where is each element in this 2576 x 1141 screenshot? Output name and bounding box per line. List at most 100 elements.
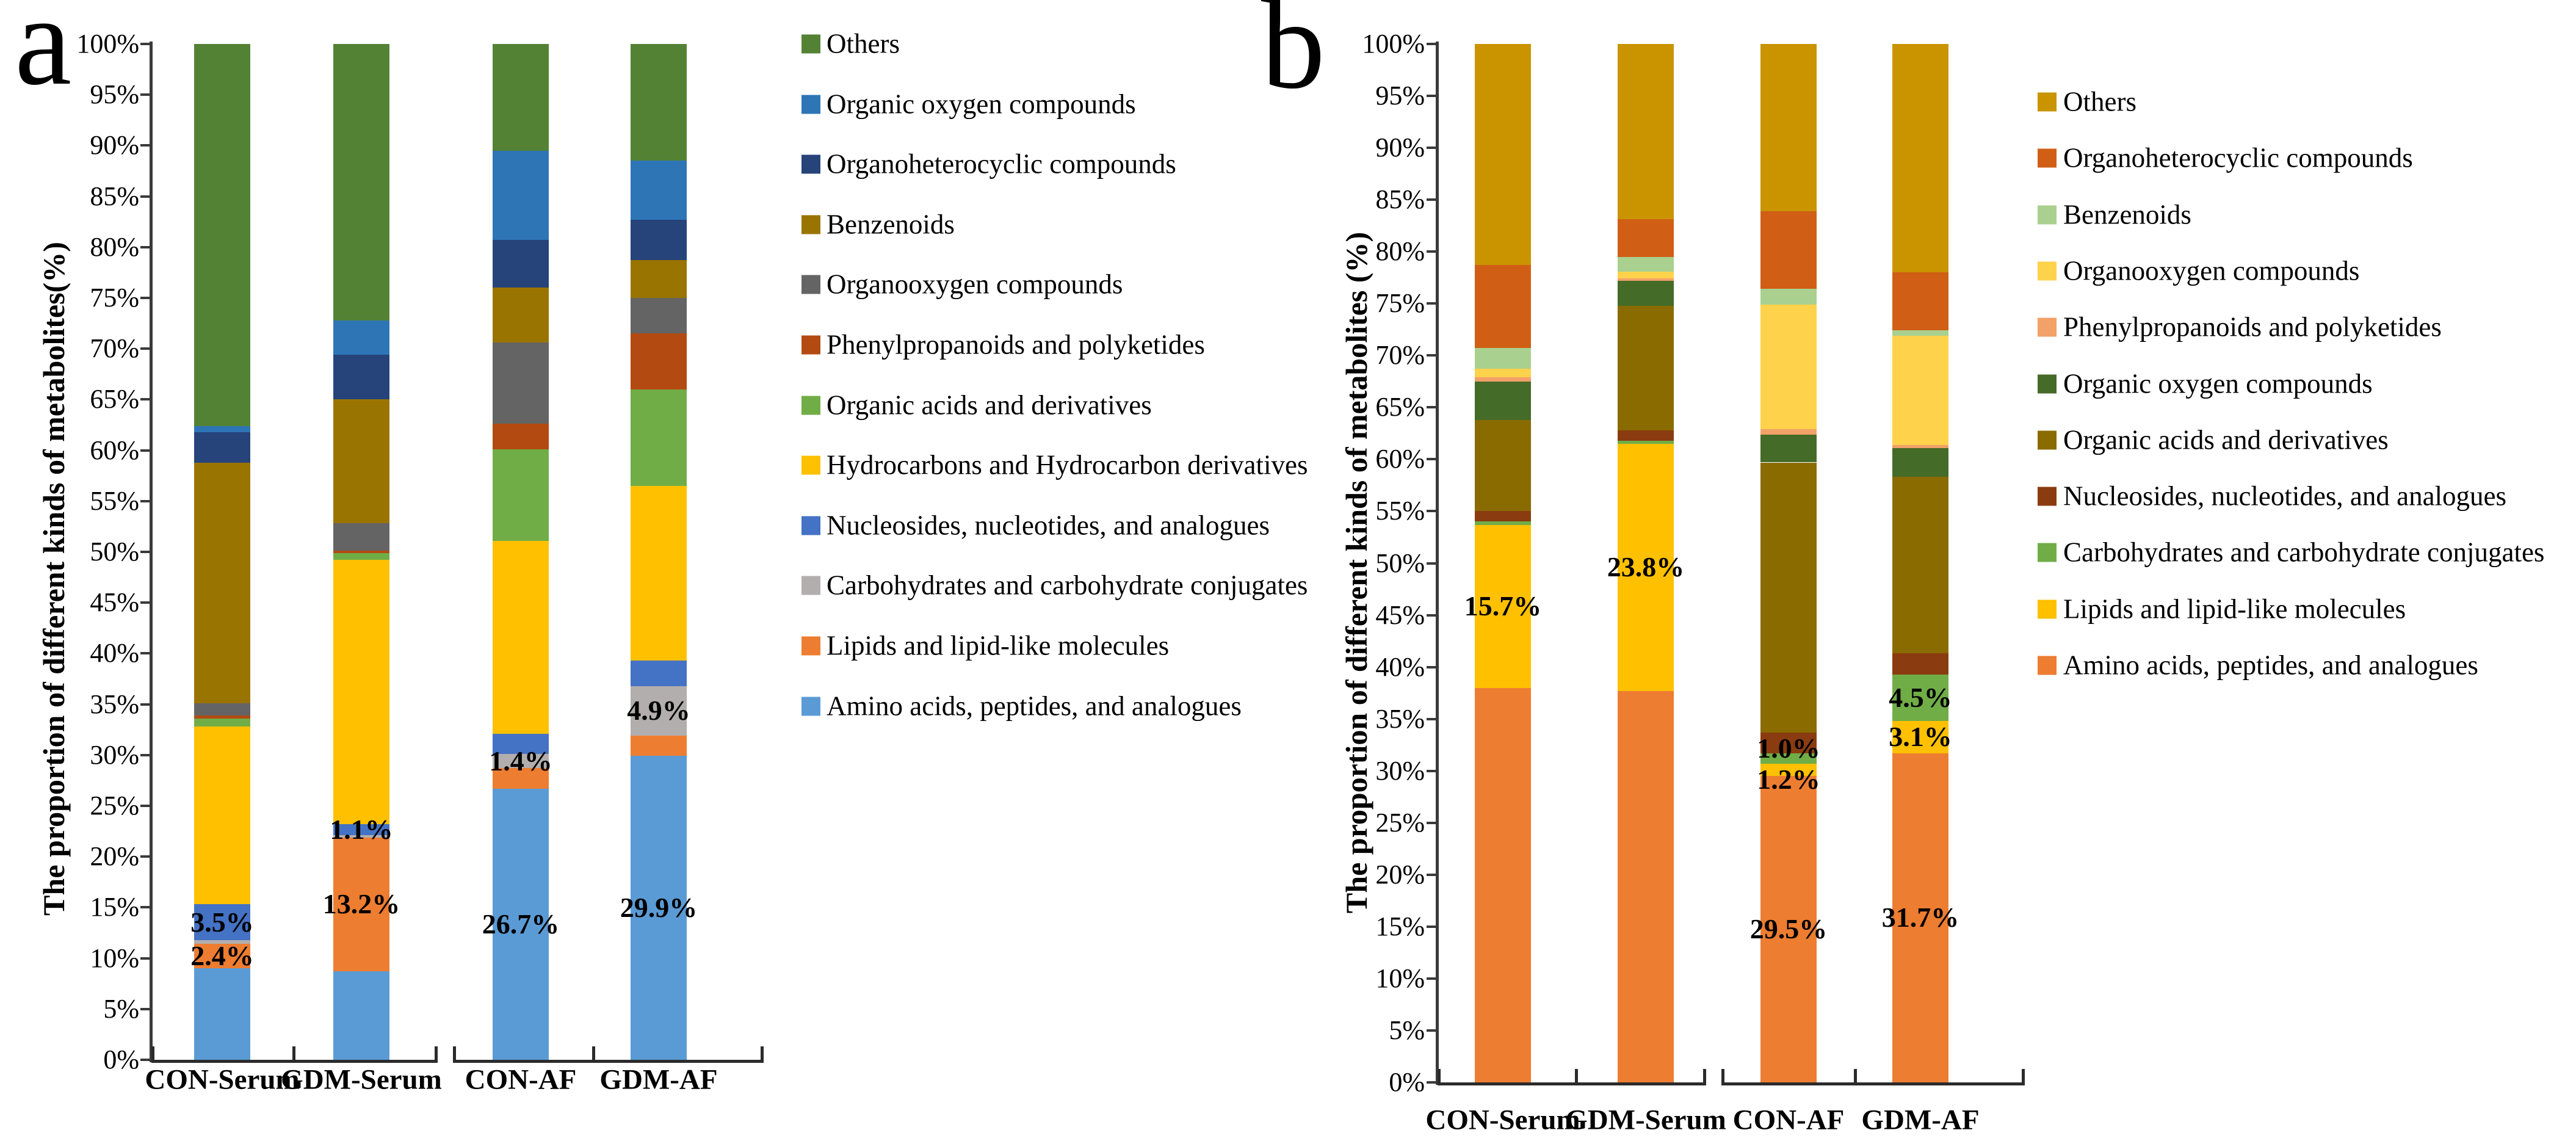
y-tick-mark xyxy=(1427,977,1436,980)
bar-segment-a3-carbohydrates-and-carbohydrate-conjugates xyxy=(493,754,549,769)
bar-value-label: 1.0% xyxy=(1757,733,1820,764)
y-tick-label: 30% xyxy=(90,739,139,770)
legend-label-organic-oxygen-compounds: Organic oxygen compounds xyxy=(827,89,1136,120)
y-tick-label: 80% xyxy=(1375,236,1425,267)
y-axis-line xyxy=(150,42,153,1062)
bar-segment-a2-others xyxy=(333,44,389,321)
bar-segment-a2-organoheterocyclic-compounds xyxy=(333,355,389,400)
bar-segment-a2-amino-acids-peptides-and-analogues xyxy=(333,971,389,1060)
bar-segment-b4-organic-acids-and-derivatives xyxy=(1892,477,1948,654)
bar-segment-a2-phenylpropanoids-and-polyketides xyxy=(333,551,389,553)
y-tick-label: 90% xyxy=(90,130,139,161)
y-tick-mark xyxy=(1427,302,1436,305)
y-tick-mark xyxy=(1427,562,1436,565)
bar-segment-a2-hydrocarbons-and-hydrocarbon-derivatives xyxy=(333,560,389,824)
bar-value-label: 1.2% xyxy=(1757,763,1820,795)
bar-segment-a2-organic-oxygen-compounds xyxy=(333,320,389,355)
bar-segment-b4-lipids-and-lipid-like-molecules xyxy=(1892,721,1948,753)
y-tick-mark xyxy=(1427,458,1436,461)
bar-value-label: 29.5% xyxy=(1749,913,1828,945)
y-tick-label: 40% xyxy=(1375,651,1425,682)
y-tick-mark xyxy=(140,1007,150,1010)
y-tick-mark xyxy=(140,449,150,452)
y-tick-mark xyxy=(140,855,150,858)
x-category-label-gdm-serum: GDM-Serum xyxy=(1565,1104,1726,1136)
y-tick-mark xyxy=(1427,510,1436,513)
y-tick-mark xyxy=(140,957,150,960)
bar-segment-b1-organic-acids-and-derivatives xyxy=(1475,419,1531,512)
bar-segment-b1-benzenoids xyxy=(1475,348,1531,369)
bar-segment-a1-organoheterocyclic-compounds xyxy=(194,432,250,463)
bar-value-label: 29.9% xyxy=(620,892,698,924)
y-tick-label: 100% xyxy=(1362,29,1425,59)
x-category-label-gdm-serum: GDM-Serum xyxy=(281,1063,442,1096)
y-tick-mark xyxy=(1427,147,1436,150)
legend-label-amino-acids-peptides-and-analogues: Amino acids, peptides, and analogues xyxy=(827,690,1242,722)
bar-segment-a1-hydrocarbons-and-hydrocarbon-derivatives xyxy=(194,726,250,905)
bar-segment-b3-lipids-and-lipid-like-molecules xyxy=(1760,763,1817,777)
bar-segment-a4-nucleosides-nucleotides-and-analogues xyxy=(631,661,687,686)
bar-segment-a1-nucleosides-nucleotides-and-analogues xyxy=(194,904,250,940)
y-tick-label: 10% xyxy=(90,943,139,973)
legend-swatch-benzenoids xyxy=(2038,205,2057,225)
bar-value-label: 2.4% xyxy=(190,940,254,972)
legend-label-organic-oxygen-compounds: Organic oxygen compounds xyxy=(2063,368,2373,399)
legend-swatch-organoheterocyclic-compounds xyxy=(2038,148,2057,168)
bar-segment-a2-organic-acids-and-derivatives xyxy=(333,552,389,560)
bar-segment-a3-benzenoids xyxy=(493,288,549,343)
category-axis-line xyxy=(1721,1082,2022,1085)
y-tick-mark xyxy=(140,195,150,198)
bar-segment-a1-organic-oxygen-compounds xyxy=(194,426,250,432)
y-tick-mark xyxy=(140,347,150,350)
bar-segment-a2-organooxygen-compounds xyxy=(333,523,389,551)
y-tick-mark xyxy=(140,652,150,655)
legend-label-amino-acids-peptides-and-analogues: Amino acids, peptides, and analogues xyxy=(2063,650,2478,681)
x-category-label-gdm-af: GDM-AF xyxy=(599,1063,718,1096)
legend-label-phenylpropanoids-and-polyketides: Phenylpropanoids and polyketides xyxy=(827,329,1205,360)
y-tick-mark xyxy=(1427,665,1436,668)
y-tick-mark xyxy=(140,43,150,45)
bar-segment-b3-nucleosides-nucleotides-and-analogues xyxy=(1760,732,1817,753)
legend-label-carbohydrates-and-carbohydrate-conjugates: Carbohydrates and carbohydrate conjugate… xyxy=(2063,537,2545,568)
category-axis-tick xyxy=(1721,1069,1724,1085)
bar-segment-a1-organic-acids-and-derivatives xyxy=(194,718,250,727)
category-axis-tick xyxy=(1575,1069,1578,1085)
bar-value-label: 1.1% xyxy=(330,814,393,846)
bar-value-label: 3.5% xyxy=(190,906,254,938)
bar-segment-b1-others xyxy=(1475,44,1531,266)
bar-segment-b3-organic-oxygen-compounds xyxy=(1760,434,1817,463)
y-tick-mark xyxy=(140,1059,150,1061)
y-tick-label: 55% xyxy=(90,485,139,516)
legend-label-others: Others xyxy=(827,28,900,59)
bar-segment-b4-organooxygen-compounds xyxy=(1892,335,1948,445)
bar-segment-a2-benzenoids xyxy=(333,399,389,524)
legend-swatch-organoheterocyclic-compounds xyxy=(801,154,820,174)
bar-segment-a3-phenylpropanoids-and-polyketides xyxy=(493,424,549,449)
bar-segment-a4-organic-acids-and-derivatives xyxy=(631,389,687,486)
bar-segment-b4-benzenoids xyxy=(1892,330,1948,336)
y-tick-label: 100% xyxy=(76,29,139,59)
bar-segment-b4-carbohydrates-and-carbohydrate-conjugates xyxy=(1892,674,1948,722)
legend-label-organic-acids-and-derivatives: Organic acids and derivatives xyxy=(2063,424,2389,455)
bar-segment-b2-nucleosides-nucleotides-and-analogues xyxy=(1618,430,1674,441)
y-tick-mark xyxy=(1427,1029,1436,1032)
legend-swatch-phenylpropanoids-and-polyketides xyxy=(2038,317,2057,337)
y-tick-mark xyxy=(140,703,150,706)
legend-swatch-others xyxy=(801,34,820,54)
bar-segment-b2-phenylpropanoids-and-polyketides xyxy=(1618,278,1674,281)
bar-segment-a4-organic-oxygen-compounds xyxy=(631,161,687,220)
bar-segment-b2-carbohydrates-and-carbohydrate-conjugates xyxy=(1618,440,1674,444)
bar-segment-b4-phenylpropanoids-and-polyketides xyxy=(1892,444,1948,448)
bar-segment-b2-organic-acids-and-derivatives xyxy=(1618,305,1674,430)
category-axis-tick xyxy=(151,1046,154,1063)
legend-swatch-carbohydrates-and-carbohydrate-conjugates xyxy=(2038,543,2057,562)
y-tick-label: 10% xyxy=(1375,963,1425,993)
legend-label-carbohydrates-and-carbohydrate-conjugates: Carbohydrates and carbohydrate conjugate… xyxy=(827,570,1308,601)
bar-segment-b3-amino-acids-peptides-and-analogues xyxy=(1760,776,1817,1082)
legend-label-nucleosides-nucleotides-and-analogues: Nucleosides, nucleotides, and analogues xyxy=(2063,480,2507,512)
legend-swatch-organooxygen-compounds xyxy=(2038,261,2057,281)
bar-segment-a4-organooxygen-compounds xyxy=(631,298,687,334)
legend-swatch-amino-acids-peptides-and-analogues xyxy=(2038,656,2057,675)
y-tick-mark xyxy=(1427,614,1436,617)
